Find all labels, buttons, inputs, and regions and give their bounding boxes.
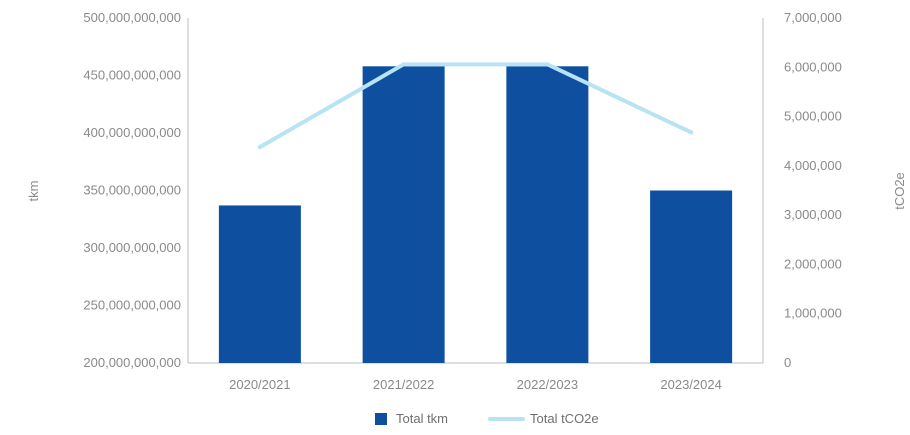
bar-total-tkm <box>218 205 301 363</box>
bar-total-tkm <box>362 66 445 364</box>
line-point <box>257 145 262 150</box>
left-y-tick-label: 350,000,000,000 <box>83 183 181 198</box>
right-y-tick-label: 3,000,000 <box>784 207 842 222</box>
left-y-tick-label: 200,000,000,000 <box>83 355 181 370</box>
bar-total-tkm <box>506 66 589 364</box>
x-tick-label: 2020/2021 <box>229 377 290 392</box>
right-y-tick-label: 7,000,000 <box>784 10 842 25</box>
legend: Total tkm Total tCO2e <box>375 411 599 426</box>
right-y-tick-label: 5,000,000 <box>784 109 842 124</box>
legend-label-total-tco2e: Total tCO2e <box>530 411 599 426</box>
bar-total-tkm <box>650 190 733 363</box>
left-y-tick-label: 400,000,000,000 <box>83 125 181 140</box>
line-point <box>689 130 694 135</box>
right-y-tick-label: 2,000,000 <box>784 256 842 271</box>
x-tick-label: 2022/2023 <box>517 377 578 392</box>
bars-layer <box>218 66 733 364</box>
right-y-tick-label: 1,000,000 <box>784 306 842 321</box>
right-y-tick-label: 0 <box>784 355 791 370</box>
line-layer <box>257 62 694 150</box>
right-axis-title: tCO2e <box>892 172 907 210</box>
left-y-tick-label: 250,000,000,000 <box>83 298 181 313</box>
left-y-tick-label: 300,000,000,000 <box>83 240 181 255</box>
right-y-tick-label: 4,000,000 <box>784 158 842 173</box>
left-axis-title: tkm <box>26 181 41 202</box>
labels-layer: 200,000,000,000 250,000,000,000 300,000,00… <box>26 10 907 392</box>
legend-marker-total-tkm <box>375 413 387 425</box>
left-y-tick-label: 450,000,000,000 <box>83 68 181 83</box>
line-total-tco2e <box>257 62 694 150</box>
x-tick-label: 2021/2022 <box>373 377 434 392</box>
x-tick-label: 2023/2024 <box>660 377 721 392</box>
legend-label-total-tkm: Total tkm <box>396 411 448 426</box>
right-y-tick-label: 6,000,000 <box>784 59 842 74</box>
line-point <box>545 62 550 67</box>
line-point <box>401 62 406 67</box>
left-y-tick-label: 500,000,000,000 <box>83 10 181 25</box>
